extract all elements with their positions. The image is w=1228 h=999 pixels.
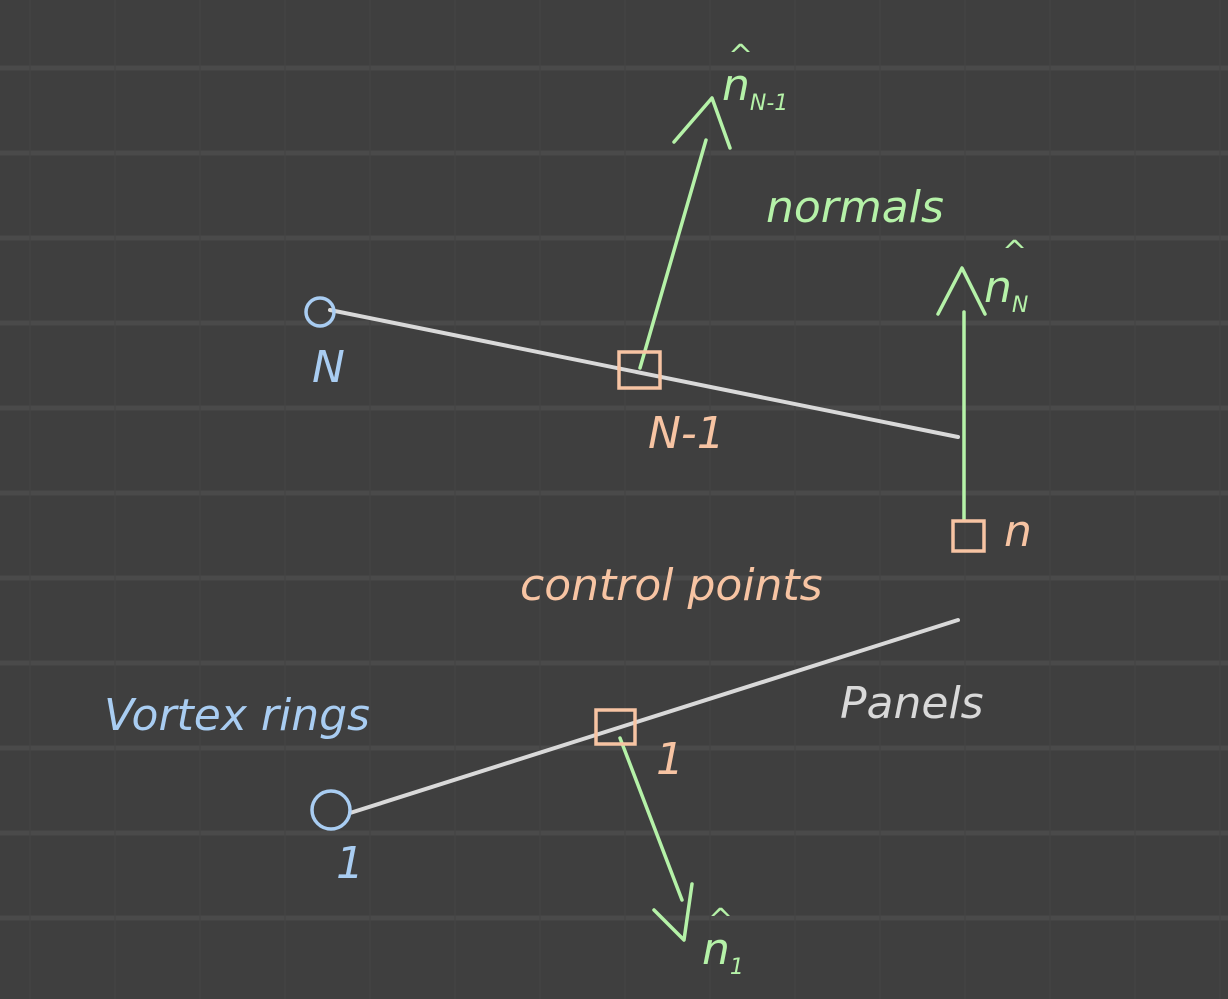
control-point-bottom — [594, 708, 637, 746]
panel-line-top — [328, 308, 960, 439]
vortex-ring-top — [304, 296, 336, 328]
control-point-top — [617, 350, 662, 390]
control-point-label-right: n — [1004, 506, 1032, 557]
vortex-label-top: N — [312, 342, 345, 393]
grid — [0, 65, 1228, 921]
svg-text:^: ^ — [708, 903, 733, 938]
normal-label-bottom: n1 ^ — [702, 903, 744, 980]
svg-text:^: ^ — [1002, 235, 1027, 270]
normal-label-right-sub: N — [1012, 293, 1028, 318]
normal-label-bottom-base: n — [702, 924, 730, 975]
normal-label-top-base: n — [722, 60, 750, 111]
normal-label-top: nN-1 ^ — [722, 39, 788, 116]
normal-label-bottom-sub: 1 — [730, 955, 744, 980]
panel-line-bottom — [348, 618, 960, 815]
grid-vertical — [29, 0, 1221, 999]
control-point-label-top: N-1 — [648, 408, 725, 459]
svg-text:n1: n1 — [702, 924, 744, 980]
vortex-label-bottom: 1 — [336, 838, 364, 889]
panels-label: Panels — [840, 678, 984, 729]
control-point-right — [951, 519, 986, 553]
normal-top — [638, 96, 732, 370]
normal-bottom — [618, 736, 694, 942]
normal-right — [936, 266, 987, 522]
normal-label-right: nN ^ — [984, 235, 1028, 318]
normal-label-top-sub: N-1 — [750, 91, 788, 116]
normal-label-right-base: n — [984, 262, 1012, 313]
normals-label: normals — [766, 182, 944, 233]
control-points-label: control points — [520, 560, 823, 611]
vortex-rings-label: Vortex rings — [104, 690, 370, 741]
svg-text:nN: nN — [984, 262, 1028, 318]
control-point-label-bottom: 1 — [656, 734, 684, 785]
svg-text:^: ^ — [728, 39, 753, 74]
vortex-ring-bottom — [310, 789, 352, 831]
svg-text:nN-1: nN-1 — [722, 60, 788, 116]
